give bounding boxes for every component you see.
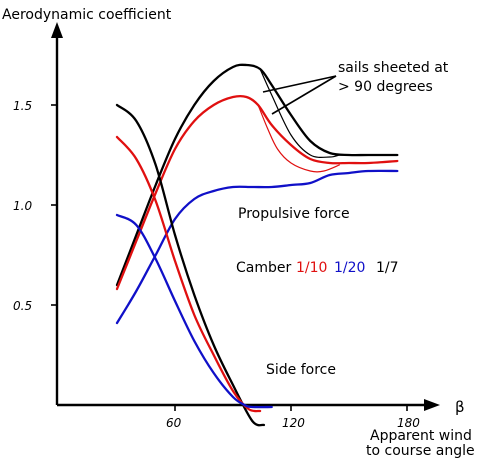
series-line-propulsive-sheeted-1-10	[257, 104, 340, 173]
annotation-sails-line2: > 90 degrees	[338, 79, 433, 95]
x-axis-arrow	[424, 399, 440, 411]
series-line-propulsive-1-10	[115, 94, 399, 291]
annotation-pointer-red	[271, 75, 337, 115]
x-axis-note-line2: to course angle	[366, 443, 475, 459]
y-axis-arrow	[51, 22, 63, 38]
legend-camber-prefix: Camber	[236, 260, 291, 276]
y-axis-title: Aerodynamic coefficient	[2, 7, 172, 23]
x-axis-note-line1: Apparent wind	[370, 428, 472, 444]
annotation-sails-line1: sails sheeted at	[338, 60, 449, 76]
y-tick-label: 1.0	[13, 199, 32, 213]
series-line-side-1-20	[115, 213, 273, 409]
annotation-side-force: Side force	[266, 362, 336, 378]
tick-marks	[51, 104, 408, 411]
annotation-pointer-black	[262, 75, 337, 93]
legend-camber-1-10: 1/10	[296, 260, 327, 276]
y-tick-label: 0.5	[13, 299, 32, 313]
series-line-side-1-7	[115, 103, 266, 427]
x-tick-label: 120	[282, 416, 305, 430]
x-axis-title: β	[455, 398, 465, 416]
series-line-propulsive-1-20	[115, 169, 399, 325]
curves	[115, 63, 399, 427]
annotation-propulsive-force: Propulsive force	[238, 206, 350, 222]
y-tick-label: 1.5	[13, 99, 32, 113]
x-tick-label: 180	[397, 416, 420, 430]
x-tick-label: 60	[166, 416, 182, 430]
legend-camber-1-7: 1/7	[376, 260, 399, 276]
series-line-propulsive-sheeted-1-7	[259, 68, 340, 158]
legend-camber-1-20: 1/20	[334, 260, 365, 276]
